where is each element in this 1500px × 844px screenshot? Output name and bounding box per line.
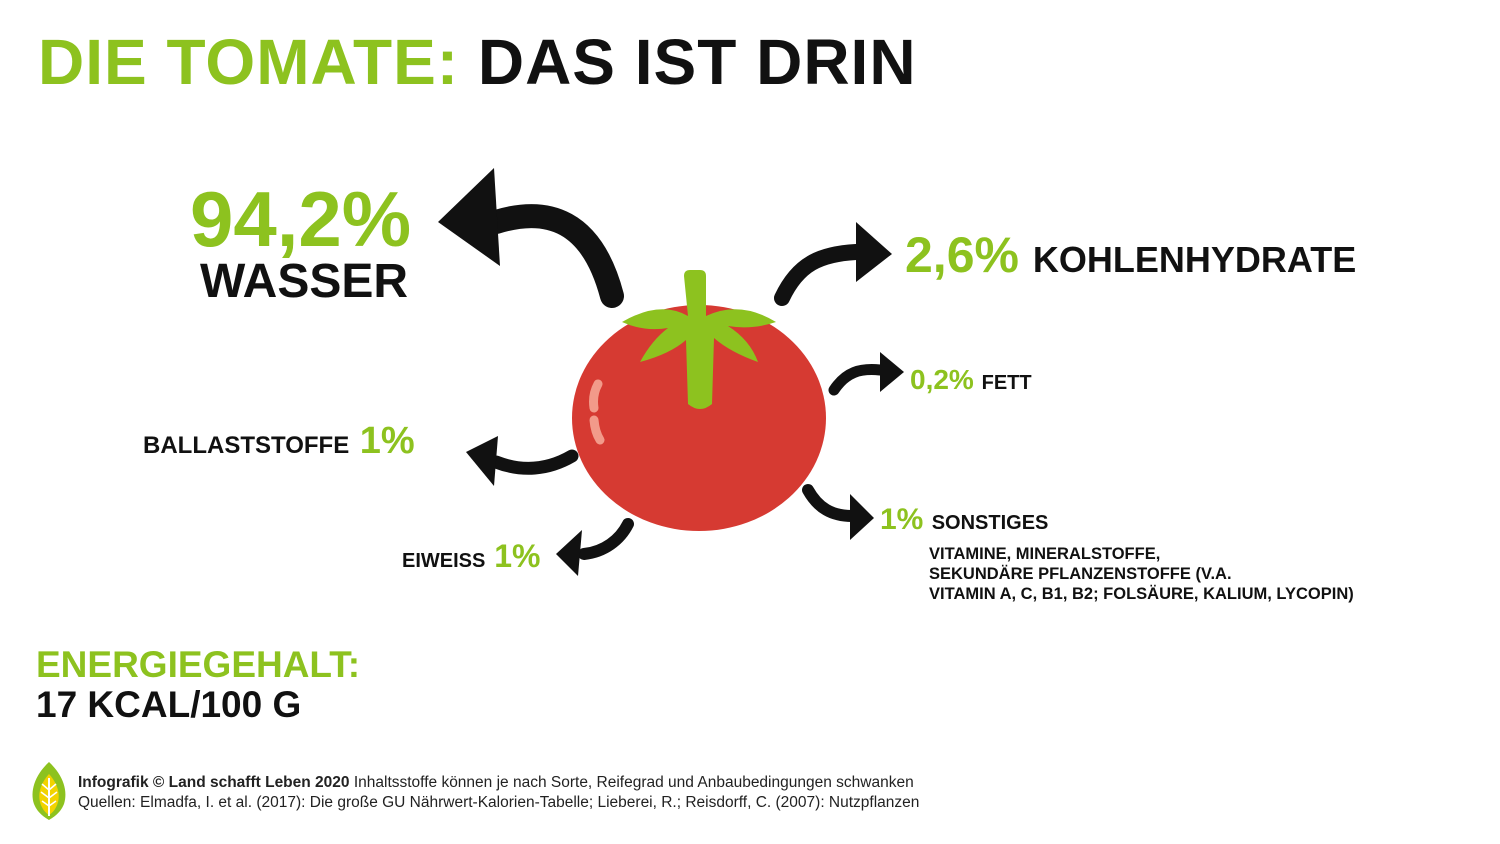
water-arrow-icon: [438, 168, 624, 308]
other-percent: 1%: [880, 503, 924, 536]
footer-note: Inhaltsstoffe können je nach Sorte, Reif…: [349, 774, 914, 791]
footer-sources: Quellen: Elmadfa, I. et al. (2017): Die …: [78, 794, 920, 811]
other-detail-line: VITAMIN A, C, B1, B2; FOLSÄURE, KALIUM, …: [929, 585, 1354, 603]
energy-value: 17 KCAL/100 G: [36, 684, 302, 725]
protein-percent: 1%: [494, 538, 541, 574]
carbohydrates-percent: 2,6%: [905, 227, 1019, 283]
title-highlight: DIE TOMATE:: [38, 26, 460, 98]
water-percent: 94,2%: [190, 175, 412, 263]
fat-arrow-icon: [828, 352, 904, 396]
water-label: WASSER: [200, 255, 409, 308]
title-rest: DAS IST DRIN: [477, 26, 917, 98]
footer-credit-line: Infografik © Land schafft Leben 2020 Inh…: [78, 773, 919, 793]
leaf-logo-icon: [32, 762, 66, 820]
fiber-item: BALLASTSTOFFE 1%: [143, 422, 415, 460]
protein-item: EIWEISS 1%: [402, 540, 541, 572]
fat-label: FETT: [981, 372, 1032, 394]
footer: Infografik © Land schafft Leben 2020 Inh…: [78, 773, 919, 813]
page-title: DIE TOMATE: DAS IST DRIN: [38, 30, 917, 94]
fiber-percent: 1%: [359, 420, 415, 462]
carbohydrates-arrow-icon: [774, 222, 892, 306]
other-detail-line: VITAMINE, MINERALSTOFFE,: [929, 545, 1161, 563]
other-item: 1% SONSTIGES: [880, 505, 1048, 535]
other-detail-line: SEKUNDÄRE PFLANZENSTOFFE (V.A.: [929, 565, 1232, 583]
footer-credit: Infografik © Land schafft Leben 2020: [78, 774, 350, 791]
other-details: VITAMINE, MINERALSTOFFE, SEKUNDÄRE PFLAN…: [929, 544, 1354, 604]
tomato-icon: [572, 270, 826, 531]
fiber-label: BALLASTSTOFFE: [143, 432, 350, 459]
protein-label: EIWEISS: [402, 550, 486, 572]
fat-item: 0,2% FETT: [910, 366, 1032, 394]
carbohydrates-item: 2,6% KOHLENHYDRATE: [905, 230, 1356, 280]
fat-percent: 0,2%: [910, 364, 974, 395]
carbohydrates-label: KOHLENHYDRATE: [1032, 239, 1357, 280]
other-arrow-icon: [802, 484, 874, 540]
other-label: SONSTIGES: [931, 512, 1049, 534]
energy-label: ENERGIEGEHALT:: [36, 644, 361, 685]
fiber-arrow-icon: [466, 436, 579, 486]
protein-arrow-icon: [556, 518, 634, 576]
